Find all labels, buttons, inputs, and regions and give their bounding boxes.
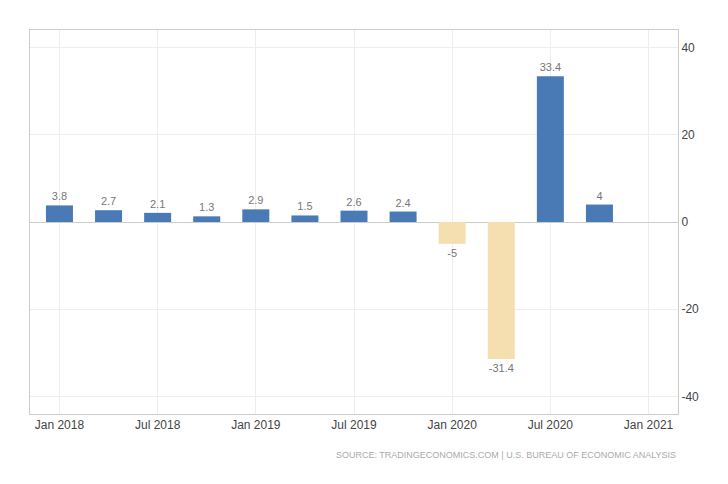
svg-text:-40: -40 — [681, 390, 699, 404]
svg-text:4: 4 — [596, 190, 602, 202]
svg-text:2.1: 2.1 — [150, 198, 165, 210]
svg-text:1.3: 1.3 — [199, 201, 214, 213]
svg-text:-31.4: -31.4 — [489, 362, 514, 374]
svg-text:Jan 2021: Jan 2021 — [624, 418, 674, 432]
svg-text:Jul 2018: Jul 2018 — [135, 418, 181, 432]
svg-text:2.6: 2.6 — [346, 196, 361, 208]
svg-text:3.8: 3.8 — [52, 190, 67, 202]
svg-text:2.4: 2.4 — [395, 197, 410, 209]
svg-text:40: 40 — [681, 41, 695, 55]
svg-text:0: 0 — [681, 215, 688, 229]
svg-text:Jul 2019: Jul 2019 — [331, 418, 377, 432]
svg-text:33.4: 33.4 — [540, 61, 561, 73]
svg-text:1.5: 1.5 — [297, 200, 312, 212]
svg-text:-5: -5 — [447, 247, 457, 259]
svg-text:2.9: 2.9 — [248, 194, 263, 206]
svg-text:Jul 2020: Jul 2020 — [528, 418, 574, 432]
svg-text:Jan 2019: Jan 2019 — [231, 418, 281, 432]
svg-text:Jan 2018: Jan 2018 — [35, 418, 85, 432]
svg-text:Jan 2020: Jan 2020 — [427, 418, 477, 432]
svg-text:-20: -20 — [681, 302, 699, 316]
svg-text:SOURCE: TRADINGECONOMICS.COM |: SOURCE: TRADINGECONOMICS.COM | U.S. BURE… — [336, 450, 676, 460]
svg-text:20: 20 — [681, 128, 695, 142]
svg-text:2.7: 2.7 — [101, 195, 116, 207]
